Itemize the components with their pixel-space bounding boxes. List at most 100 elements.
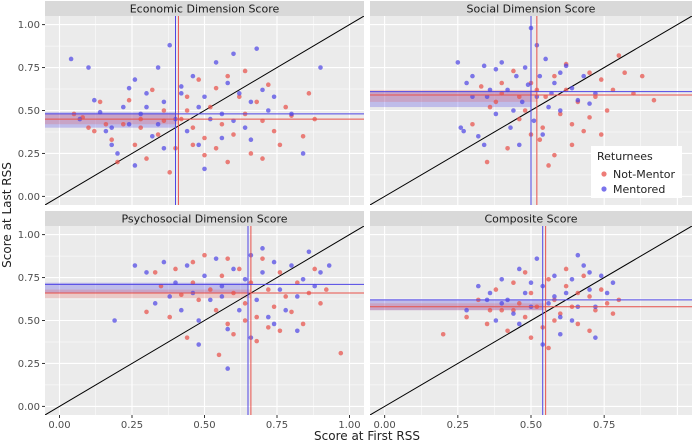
point-mentored <box>184 128 190 134</box>
point-not-mentor <box>225 159 230 165</box>
point-mentored <box>289 263 294 268</box>
point-not-mentor <box>208 287 213 292</box>
point-mentored <box>455 60 461 65</box>
point-mentored <box>161 146 167 151</box>
y-tick-label: 0.25 <box>18 149 40 160</box>
y-axis-label: Score at Last RSS <box>0 162 14 268</box>
point-not-mentor <box>516 94 522 100</box>
x-tick-label: 0.75 <box>593 420 615 431</box>
point-mentored <box>610 280 616 286</box>
point-mentored <box>549 91 554 96</box>
point-mentored <box>213 256 219 261</box>
point-mentored <box>225 366 230 371</box>
point-not-mentor <box>639 73 645 79</box>
point-mentored <box>499 60 505 65</box>
y-tick-label: 0.00 <box>18 192 40 203</box>
point-not-mentor <box>528 290 534 296</box>
legend-label-mentored: Mentored <box>613 183 665 196</box>
point-not-mentor <box>522 270 528 275</box>
point-not-mentor <box>610 311 616 316</box>
point-not-mentor <box>260 156 265 161</box>
point-not-mentor <box>575 321 581 327</box>
panel-1: Economic Dimension Score 0.00 0.25 0.50 0.75… <box>18 1 364 205</box>
point-mentored <box>581 263 586 268</box>
point-not-mentor <box>631 91 636 96</box>
point-mentored <box>126 85 132 91</box>
x-tick-label: 0.00 <box>48 420 70 431</box>
point-not-mentor <box>161 108 167 113</box>
point-mentored <box>569 85 575 91</box>
point-not-mentor <box>516 116 522 122</box>
mentored-interval-band <box>370 299 543 311</box>
point-not-mentor <box>213 307 219 313</box>
point-mentored <box>300 151 306 156</box>
point-mentored <box>476 283 481 289</box>
point-not-mentor <box>324 287 329 292</box>
point-not-mentor <box>546 276 551 282</box>
point-not-mentor <box>581 273 586 279</box>
point-not-mentor <box>167 170 172 175</box>
point-mentored <box>552 294 557 299</box>
point-mentored <box>86 65 91 70</box>
point-mentored <box>184 263 190 268</box>
point-not-mentor <box>277 328 283 334</box>
point-mentored <box>522 290 528 296</box>
not-mentor-interval-band <box>370 89 537 102</box>
point-mentored <box>575 97 581 103</box>
point-mentored <box>231 266 236 272</box>
point-mentored <box>587 287 592 292</box>
point-not-mentor <box>242 68 248 74</box>
point-not-mentor <box>464 314 469 320</box>
point-not-mentor <box>593 307 598 313</box>
point-not-mentor <box>563 87 569 93</box>
legend-title: Returnees <box>597 150 653 163</box>
point-not-mentor <box>569 142 575 148</box>
point-not-mentor <box>202 152 207 158</box>
point-mentored <box>109 125 114 130</box>
point-mentored <box>528 280 534 286</box>
point-not-mentor <box>569 121 575 127</box>
point-mentored <box>481 63 487 69</box>
point-mentored <box>260 270 265 275</box>
point-mentored <box>499 276 505 282</box>
point-not-mentor <box>219 121 225 127</box>
point-mentored <box>598 273 604 279</box>
point-not-mentor <box>616 53 622 58</box>
point-not-mentor <box>225 73 230 79</box>
point-mentored <box>511 108 516 113</box>
point-not-mentor <box>543 94 548 100</box>
point-not-mentor <box>318 301 323 306</box>
point-not-mentor <box>312 266 318 272</box>
point-mentored <box>587 270 592 275</box>
point-mentored <box>587 101 592 106</box>
point-not-mentor <box>522 314 528 320</box>
point-not-mentor <box>242 318 248 323</box>
point-not-mentor <box>295 280 300 286</box>
panel-strip <box>370 1 692 16</box>
panel-title: Social Dimension Score <box>467 3 596 16</box>
point-not-mentor <box>231 331 236 337</box>
y-tick-label: 0.25 <box>18 359 40 370</box>
panel-title: Psychosocial Dimension Score <box>121 213 287 226</box>
point-not-mentor <box>300 133 306 139</box>
point-mentored <box>537 73 543 79</box>
point-not-mentor <box>552 318 557 323</box>
point-not-mentor <box>155 132 161 137</box>
point-not-mentor <box>283 294 289 299</box>
point-not-mentor <box>173 266 178 272</box>
point-not-mentor <box>144 309 149 315</box>
point-not-mentor <box>158 283 164 289</box>
point-mentored <box>546 104 551 110</box>
point-mentored <box>569 318 575 323</box>
point-not-mentor <box>306 91 312 96</box>
point-not-mentor <box>598 77 604 82</box>
point-not-mentor <box>161 118 167 124</box>
point-mentored <box>266 314 271 320</box>
point-mentored <box>144 104 149 110</box>
x-tick-label: 0.25 <box>121 420 143 431</box>
legend-key-not-mentor <box>601 171 607 177</box>
x-tick-label: 0.75 <box>266 420 288 431</box>
point-mentored <box>516 142 522 148</box>
point-mentored <box>254 46 259 51</box>
